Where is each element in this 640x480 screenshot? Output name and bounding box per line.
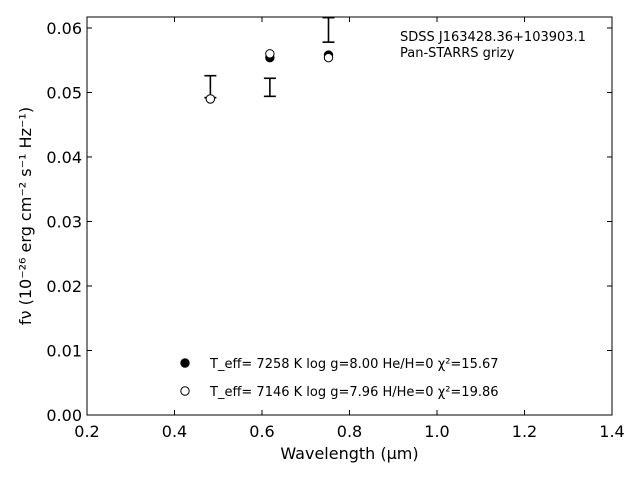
x-tick-label: 1.4 [599,422,624,441]
x-tick-label: 0.4 [162,422,187,441]
observed-errorbar [263,77,276,98]
y-axis-title: fν (10⁻²⁶ erg cm⁻² s⁻¹ Hz⁻¹) [16,107,35,325]
x-axis-title: Wavelength (μm) [280,444,418,463]
annotation-object-name: SDSS J163428.36+103903.1 [400,30,586,45]
legend-marker-open [180,386,190,396]
plot-frame [86,16,613,416]
y-tick-label: 0.02 [46,277,82,296]
model-point-open [205,94,216,104]
axes-layer: 0.2 0.4 0.6 0.8 1.0 1.2 1.4 0.00 0.01 0.02 0.03 0.0… [16,16,625,463]
legend-marker-filled [180,358,190,368]
legend-entry: T_eff= 7146 K log g=7.96 H/He=0 χ²=19.86 [209,385,499,400]
text-layer: SDSS J163428.36+103903.1 Pan-STARRS griz… [400,30,586,61]
x-tick-label: 0.6 [249,422,274,441]
y-tick-label: 0.00 [46,406,82,425]
x-tick-label: 1.0 [424,422,449,441]
y-tick-label: 0.04 [46,148,82,167]
model-point-open [265,49,275,59]
annotation-survey: Pan-STARRS grizy [400,46,515,61]
points-layer [205,49,334,104]
legend: T_eff= 7258 K log g=8.00 He/H=0 χ²=15.67… [180,357,499,400]
x-tick-label: 1.2 [512,422,537,441]
legend-entry: T_eff= 7258 K log g=8.00 He/H=0 χ²=15.67 [209,357,499,372]
observed-errorbar [322,16,335,43]
x-tick-label: 0.8 [337,422,362,441]
y-tick-label: 0.06 [46,19,82,38]
y-tick-label: 0.01 [46,341,82,360]
model-point-open [323,52,334,63]
y-tick-label: 0.05 [46,83,82,102]
y-tick-label: 0.03 [46,212,82,231]
x-tick-label: 0.2 [74,422,99,441]
errorbar-layer [204,16,335,99]
